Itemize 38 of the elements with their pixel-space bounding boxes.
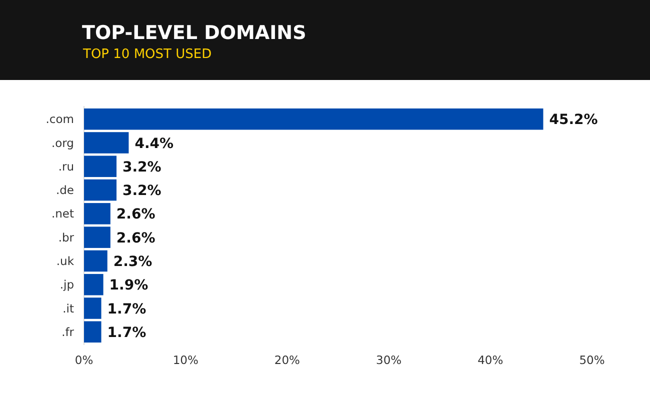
bar — [84, 298, 102, 319]
bar — [84, 179, 117, 201]
y-tick-label: .ru — [58, 159, 74, 174]
y-tick-label: .br — [58, 230, 74, 244]
data-label: 3.2% — [122, 183, 162, 200]
data-label: 2.6% — [116, 230, 156, 246]
x-tick-label: 30% — [376, 353, 402, 368]
y-tick-label: .com — [46, 112, 74, 126]
y-tick-label: .org — [51, 136, 74, 150]
data-label: 1.7% — [107, 301, 146, 318]
data-label: 2.3% — [113, 254, 152, 270]
y-tick-label: .it — [62, 301, 74, 316]
chart-subtitle: TOP 10 MOST USED — [82, 47, 212, 62]
data-label: 4.4% — [134, 136, 174, 152]
data-label: 1.7% — [107, 324, 146, 341]
bar — [84, 108, 544, 130]
bar — [84, 156, 117, 178]
y-tick-label: .de — [56, 183, 74, 198]
x-tick-label: 40% — [478, 353, 504, 368]
bar — [84, 321, 102, 343]
bar — [84, 226, 110, 248]
bar — [84, 203, 110, 224]
y-tick-label: .uk — [56, 254, 74, 268]
y-tick-label: .jp — [60, 278, 74, 292]
data-label: 1.9% — [109, 278, 148, 294]
y-tick-label: .fr — [62, 324, 74, 339]
x-tick-label: 10% — [172, 353, 198, 368]
y-tick-label: .net — [51, 206, 74, 221]
data-label: 45.2% — [549, 112, 598, 128]
data-label: 2.6% — [116, 206, 156, 223]
bar — [84, 132, 129, 154]
x-tick-label: 0% — [74, 353, 94, 368]
bar — [84, 274, 104, 296]
x-tick-label: 20% — [274, 353, 300, 368]
data-label: 3.2% — [122, 159, 162, 176]
chart-title: TOP-LEVEL DOMAINS — [82, 22, 306, 44]
x-tick-label: 50% — [579, 353, 605, 368]
bar — [84, 250, 108, 272]
